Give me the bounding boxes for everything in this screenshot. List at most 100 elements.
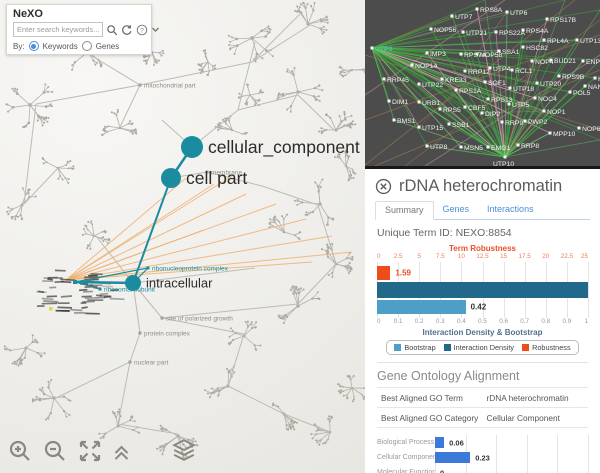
- app-title: NeXO: [13, 8, 43, 20]
- gene-node-RPS4A[interactable]: RPS4A: [521, 28, 549, 35]
- gene-node-NOP1[interactable]: NOP1: [542, 109, 566, 116]
- term-node-minor[interactable]: ribonucleoprotein complex: [146, 266, 229, 273]
- tab-genes[interactable]: Genes: [442, 204, 470, 214]
- gene-node-NOP14[interactable]: NOP14: [410, 63, 438, 70]
- axis-tick: 0.6: [499, 318, 508, 325]
- close-icon[interactable]: [375, 178, 392, 195]
- fit-screen-button[interactable]: [78, 439, 102, 468]
- gene-node-UTP9[interactable]: UTP9: [370, 46, 393, 53]
- gene-node-UTP15[interactable]: UTP15: [417, 125, 444, 132]
- gene-node-EMG1[interactable]: EMG1: [486, 145, 511, 152]
- gene-node-KRE33[interactable]: KRE33: [440, 77, 467, 84]
- gene-node-RPS9B[interactable]: RPS9B: [557, 74, 585, 81]
- term-robustness-chart: Term Robustness 0 2.5 5 7.5 10 12.5 15 17.5 20 22…: [377, 244, 589, 355]
- axis-tick: 25: [580, 253, 588, 260]
- legend-item: Robustness: [522, 343, 571, 352]
- gene-node-NOC4[interactable]: NOC4: [533, 96, 558, 103]
- gene-node-MPP10[interactable]: MPP10: [548, 131, 576, 138]
- svg-text:NAN1: NAN1: [588, 84, 600, 91]
- gene-node-UTP20[interactable]: UTP20: [535, 81, 562, 88]
- help-icon[interactable]: ?: [136, 24, 148, 36]
- gene-node-UTP13[interactable]: UTP13: [575, 38, 600, 45]
- radio-keywords[interactable]: [28, 41, 39, 51]
- gene-node-MSN5[interactable]: MSN5: [459, 145, 484, 152]
- gene-node-KRR1[interactable]: KRR1: [593, 76, 600, 83]
- term-node-minor[interactable]: nuclear part: [128, 360, 169, 367]
- gene-node-PWP2[interactable]: PWP2: [523, 119, 548, 126]
- gene-node-UTP22[interactable]: UTP22: [417, 82, 444, 89]
- term-node-major[interactable]: intracellular: [125, 275, 213, 291]
- chevron-down-icon[interactable]: [151, 25, 160, 34]
- term-node-minor[interactable]: membrane: [205, 170, 243, 177]
- gene-node-HSC82[interactable]: HSC82: [521, 45, 549, 52]
- gene-node-RPS13[interactable]: RPS13: [486, 97, 513, 104]
- gene-node-RPS7A[interactable]: RPS7A: [459, 52, 487, 59]
- gene-node-UTP21[interactable]: UTP21: [461, 30, 488, 37]
- gene-node-ENP1[interactable]: ENP1: [581, 59, 600, 66]
- gene-node-RPS8A[interactable]: RPS8A: [475, 7, 503, 14]
- gene-node-DIM1[interactable]: DIM1: [387, 99, 409, 106]
- gene-node-SSA1[interactable]: SSA1: [497, 49, 520, 56]
- search-icon[interactable]: [106, 24, 118, 36]
- svg-text:PWP2: PWP2: [528, 119, 547, 126]
- gene-node-SSB1[interactable]: SSB1: [447, 122, 470, 129]
- svg-text:cellular_component: cellular_component: [208, 137, 360, 158]
- svg-text:UTP5: UTP5: [512, 102, 530, 109]
- go-category-label: Molecular Function: [377, 469, 437, 473]
- gene-node-NOP58[interactable]: NOP58: [475, 52, 503, 59]
- bar-value-label: 0.42: [470, 302, 487, 312]
- gene-node-RPL4A[interactable]: RPL4A: [542, 38, 570, 45]
- gene-node-POL5[interactable]: POL5: [568, 90, 591, 97]
- gene-node-IMP3[interactable]: IMP3: [425, 51, 447, 58]
- gene-node-UTP18[interactable]: UTP18: [508, 86, 535, 93]
- search-input[interactable]: [13, 22, 103, 37]
- network-canvas[interactable]: mitochondrial part membrane ribonucleoprot…: [0, 0, 365, 473]
- gene-node-DIP2[interactable]: DIP2: [480, 111, 501, 118]
- gene-node-RPS17B[interactable]: RPS17B: [545, 17, 577, 24]
- gene-node-RCL1[interactable]: RCL1: [510, 68, 533, 75]
- zoom-out-button[interactable]: [43, 439, 67, 468]
- collapse-button[interactable]: [113, 443, 130, 468]
- term-node-major[interactable]: cell part: [161, 168, 247, 188]
- gene-node-UTP6[interactable]: UTP6: [505, 10, 528, 17]
- svg-text:NOP1: NOP1: [547, 109, 566, 116]
- gene-node-RPS1A[interactable]: RPS1A: [454, 88, 482, 95]
- gene-node-BMS1[interactable]: BMS1: [392, 118, 416, 125]
- term-node-minor[interactable]: site of polarized growth: [160, 316, 234, 323]
- gene-node-URB1[interactable]: URB1: [417, 100, 441, 107]
- svg-text:intracellular: intracellular: [146, 276, 213, 291]
- gene-node-RRP8[interactable]: RRP8: [516, 143, 540, 150]
- tab-summary[interactable]: Summary: [375, 201, 434, 220]
- gene-node-SOF1[interactable]: SOF1: [483, 80, 506, 87]
- tab-interactions[interactable]: Interactions: [487, 204, 534, 214]
- gene-node-UTP7[interactable]: UTP7: [450, 14, 473, 21]
- svg-text:MSN5: MSN5: [464, 145, 483, 152]
- radio-genes[interactable]: [81, 41, 92, 51]
- term-node-minor[interactable]: protein complex: [138, 331, 191, 338]
- refresh-icon[interactable]: [121, 24, 133, 36]
- gene-node-UTP10[interactable]: UTP10: [493, 155, 514, 167]
- zoom-in-button[interactable]: [8, 439, 32, 468]
- search-mode-row: By: Keywords Genes: [13, 41, 145, 51]
- axis-tick: 0: [377, 318, 381, 325]
- gene-node-UTP5[interactable]: UTP5: [507, 102, 530, 109]
- layers-button[interactable]: [171, 437, 197, 468]
- gene-node-NOP6[interactable]: NOP6: [577, 126, 600, 133]
- gene-node-RRP12[interactable]: RRP12: [463, 69, 491, 76]
- gene-node-RRP45[interactable]: RRP45: [382, 77, 410, 84]
- term-node-major[interactable]: cellular_component: [181, 136, 360, 158]
- gene-node-NAN1[interactable]: NAN1: [583, 84, 600, 91]
- gene-node-UTP4[interactable]: UTP4: [488, 66, 511, 73]
- gene-node-CBF5[interactable]: CBF5: [463, 105, 486, 112]
- gene-node-NOP4[interactable]: NOP4: [530, 59, 554, 66]
- gene-graph-canvas[interactable]: UTP9 UTP7 RPS8A UTP6 RPS17B NOP56 UTP21 RPS22A R…: [365, 0, 600, 166]
- axis-tick: 12.5: [476, 253, 489, 260]
- term-node-minor[interactable]: mitochondrial part: [138, 83, 196, 90]
- gene-node-RRP9[interactable]: RRP9: [500, 120, 524, 127]
- gene-node-NOP56[interactable]: NOP56: [429, 27, 457, 34]
- gene-node-BUD21[interactable]: BUD21: [549, 58, 577, 65]
- gene-node-RPS5[interactable]: RPS5: [438, 107, 461, 114]
- axis-tick: 20: [542, 253, 550, 260]
- gene-node-RPS22A[interactable]: RPS22A: [494, 30, 526, 37]
- gene-node-UTP8[interactable]: UTP8: [425, 144, 448, 151]
